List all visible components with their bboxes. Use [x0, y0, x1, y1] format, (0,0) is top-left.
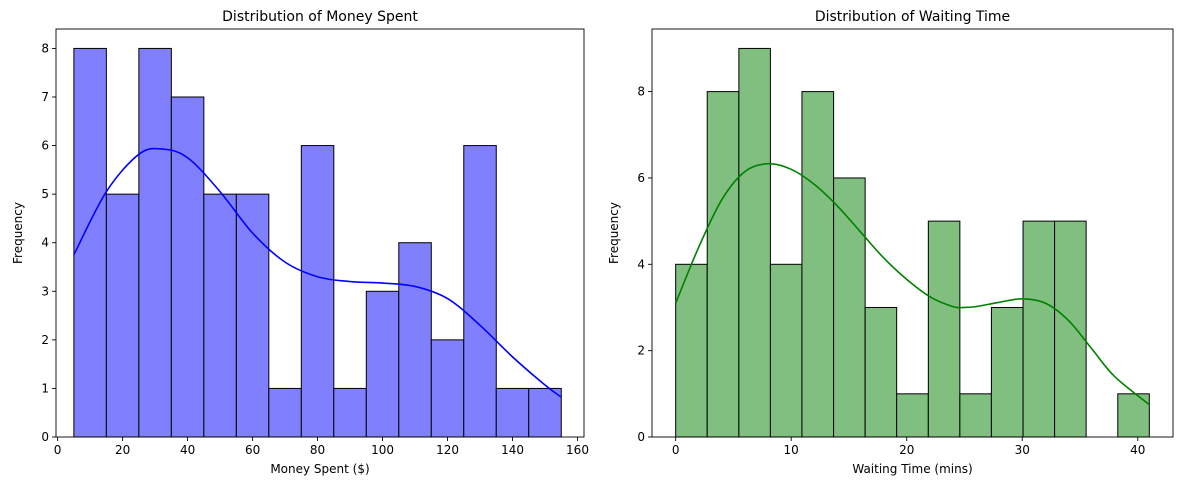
x-tick-label: 160 [566, 443, 589, 457]
x-tick-label: 100 [371, 443, 394, 457]
histogram-bar [398, 242, 432, 438]
y-tick-label: 8 [41, 41, 49, 55]
y-tick-label: 2 [637, 344, 645, 358]
histogram-bar [801, 91, 835, 438]
x-tick-label: 10 [784, 443, 799, 457]
histogram-bar [927, 220, 961, 438]
histogram-bar [769, 263, 803, 438]
x-axis-label: Money Spent ($) [270, 462, 369, 476]
histogram-bar [73, 47, 107, 438]
x-tick-label: 120 [436, 443, 459, 457]
histogram-bar [959, 393, 992, 438]
y-tick-label: 4 [637, 257, 645, 271]
y-tick-label: 0 [637, 430, 645, 444]
y-tick-label: 5 [41, 187, 49, 201]
x-tick-label: 20 [115, 443, 130, 457]
histogram-bar [738, 47, 771, 438]
chart-title: Distribution of Waiting Time [815, 9, 1010, 25]
y-tick-label: 6 [637, 171, 645, 185]
histogram-bar [430, 339, 465, 438]
plot-frame [55, 28, 585, 438]
x-tick-label: 40 [180, 443, 195, 457]
y-axis-label: Frequency [11, 202, 25, 264]
histogram-bar [706, 91, 740, 438]
x-tick-label: 20 [899, 443, 914, 457]
x-tick-label: 60 [245, 443, 260, 457]
x-tick-label: 40 [1130, 443, 1145, 457]
x-tick-label: 0 [672, 443, 680, 457]
x-axis-label: Waiting Time (mins) [852, 462, 972, 476]
x-tick-label: 30 [1015, 443, 1030, 457]
plot-frame [651, 28, 1174, 438]
histogram-bar [1054, 220, 1087, 438]
histogram-bar [833, 177, 866, 438]
x-tick-label: 140 [501, 443, 524, 457]
histogram-bar [235, 193, 270, 438]
histogram-bar [463, 145, 497, 438]
chart-title: Distribution of Money Spent [222, 9, 418, 25]
waiting-time-chart: Distribution of Waiting Time Waiting Tim… [607, 9, 1174, 476]
kde-line [73, 147, 562, 398]
y-tick-label: 2 [41, 333, 49, 347]
histogram-bar [990, 306, 1024, 438]
histogram-bar [300, 145, 335, 438]
histogram-bar [1022, 220, 1056, 438]
y-tick-label: 4 [41, 236, 49, 250]
y-tick-label: 7 [41, 90, 49, 104]
histogram-bar [203, 193, 237, 438]
y-tick-label: 3 [41, 284, 49, 298]
y-tick-label: 0 [41, 430, 49, 444]
kde-line [674, 162, 1150, 406]
money-spent-chart: Distribution of Money Spent Money Spent … [11, 9, 589, 476]
histogram-bar [864, 306, 898, 438]
y-axis-label: Frequency [607, 202, 621, 264]
histogram-bar [896, 393, 929, 438]
histogram-bar [528, 387, 562, 438]
histogram-bar [268, 387, 302, 438]
y-tick-label: 8 [637, 85, 645, 99]
histogram-bar [170, 96, 205, 438]
histogram-bar [138, 47, 172, 438]
x-tick-label: 80 [310, 443, 325, 457]
y-tick-label: 1 [41, 381, 49, 395]
histogram-bar [333, 387, 367, 438]
x-tick-label: 0 [54, 443, 62, 457]
histogram-bar [105, 193, 140, 438]
histogram-bar [495, 387, 530, 438]
histogram-bar [365, 290, 400, 438]
y-tick-label: 6 [41, 139, 49, 153]
